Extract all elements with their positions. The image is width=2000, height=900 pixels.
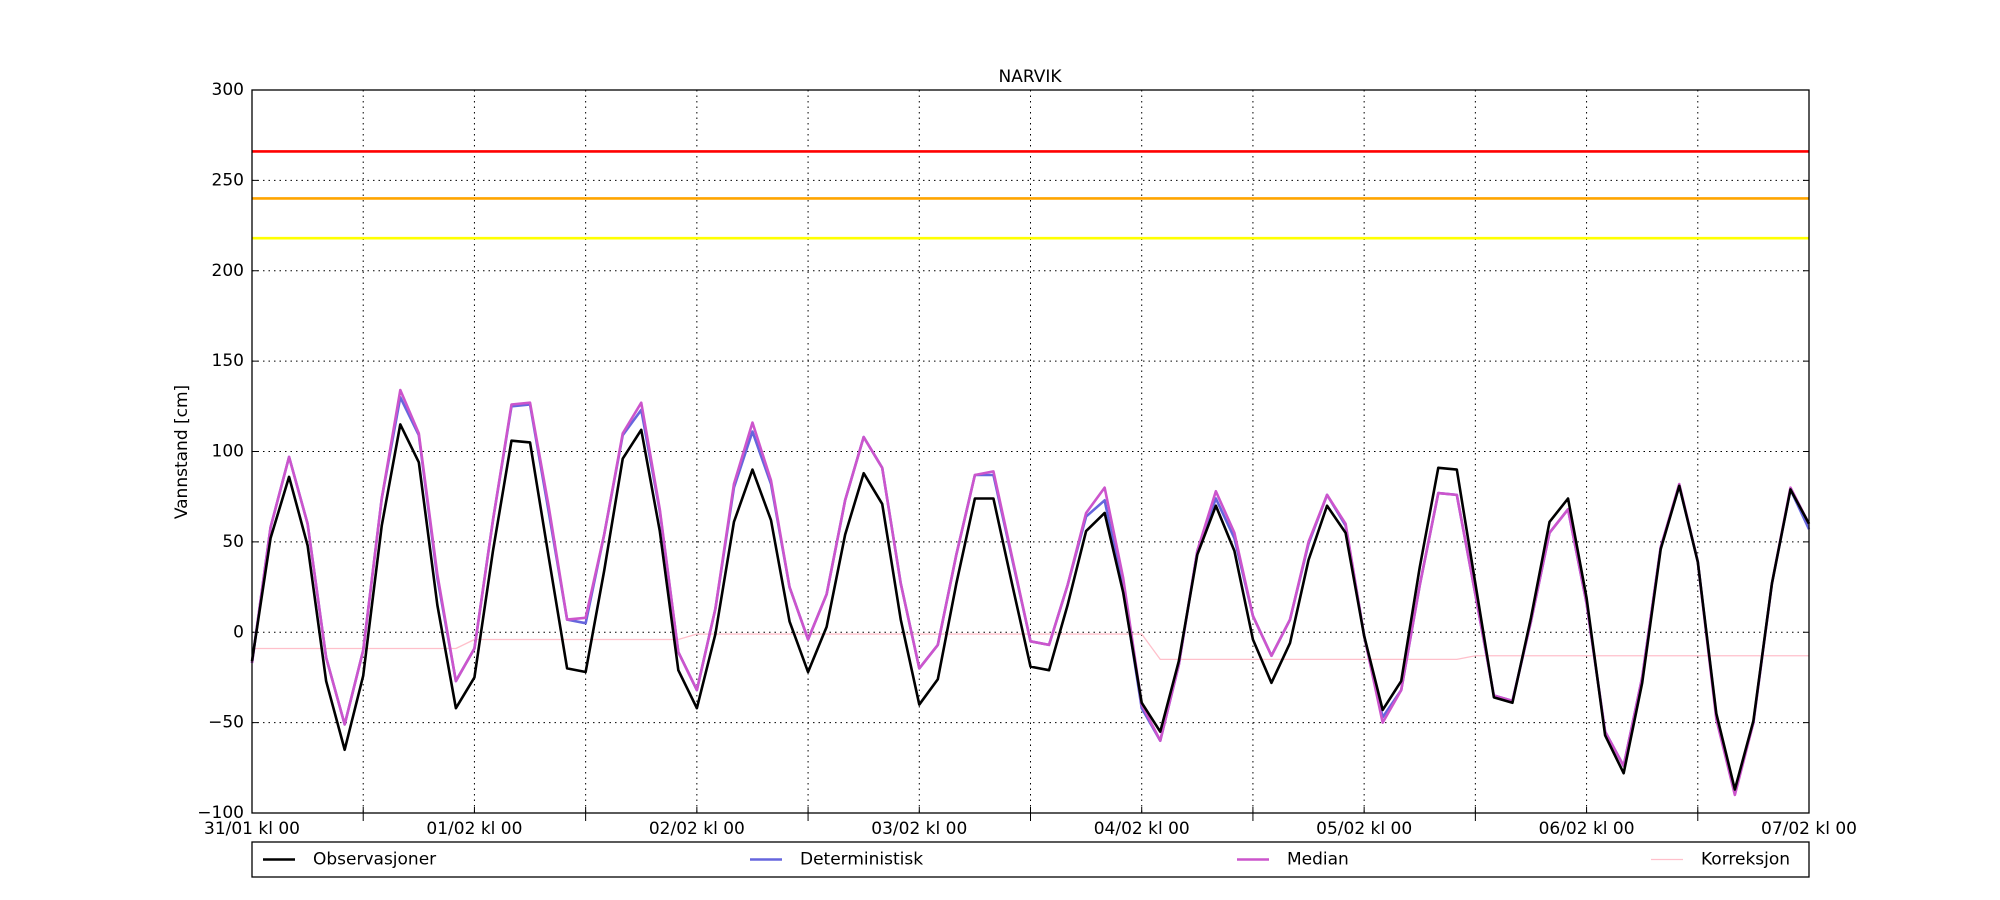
x-tick-label: 05/02 kl 00	[1316, 819, 1412, 839]
y-tick-label: 50	[222, 532, 244, 552]
x-tick-label: 03/02 kl 00	[871, 819, 967, 839]
y-axis-label: Vannstand [cm]	[172, 385, 192, 519]
y-tick-label: 250	[212, 170, 244, 190]
x-tick-label: 07/02 kl 00	[1761, 819, 1857, 839]
y-tick-label: 150	[212, 351, 244, 371]
x-tick-label: 01/02 kl 00	[426, 819, 522, 839]
x-tick-label: 06/02 kl 00	[1539, 819, 1635, 839]
y-tick-label: −100	[197, 803, 244, 823]
y-tick-label: −50	[208, 713, 244, 733]
x-tick-label: 02/02 kl 00	[649, 819, 745, 839]
series-line	[250, 423, 1811, 791]
y-tick-label: 0	[233, 622, 244, 642]
legend-label: Median	[1287, 850, 1349, 870]
legend-label: Observasjoner	[313, 850, 436, 870]
x-tick-label: 04/02 kl 00	[1094, 819, 1190, 839]
series-line	[250, 388, 1811, 797]
legend-box	[251, 841, 1810, 878]
plot-frame	[251, 89, 1810, 814]
y-tick-label: 300	[212, 80, 244, 100]
y-tick-label: 100	[212, 442, 244, 462]
chart-title: NARVIK	[998, 67, 1062, 87]
legend-label: Deterministisk	[800, 850, 923, 870]
y-tick-label: 200	[212, 261, 244, 281]
series-line	[252, 633, 1809, 661]
x-tick-label: 31/01 kl 00	[204, 819, 300, 839]
legend-label: Korreksjon	[1701, 850, 1790, 870]
